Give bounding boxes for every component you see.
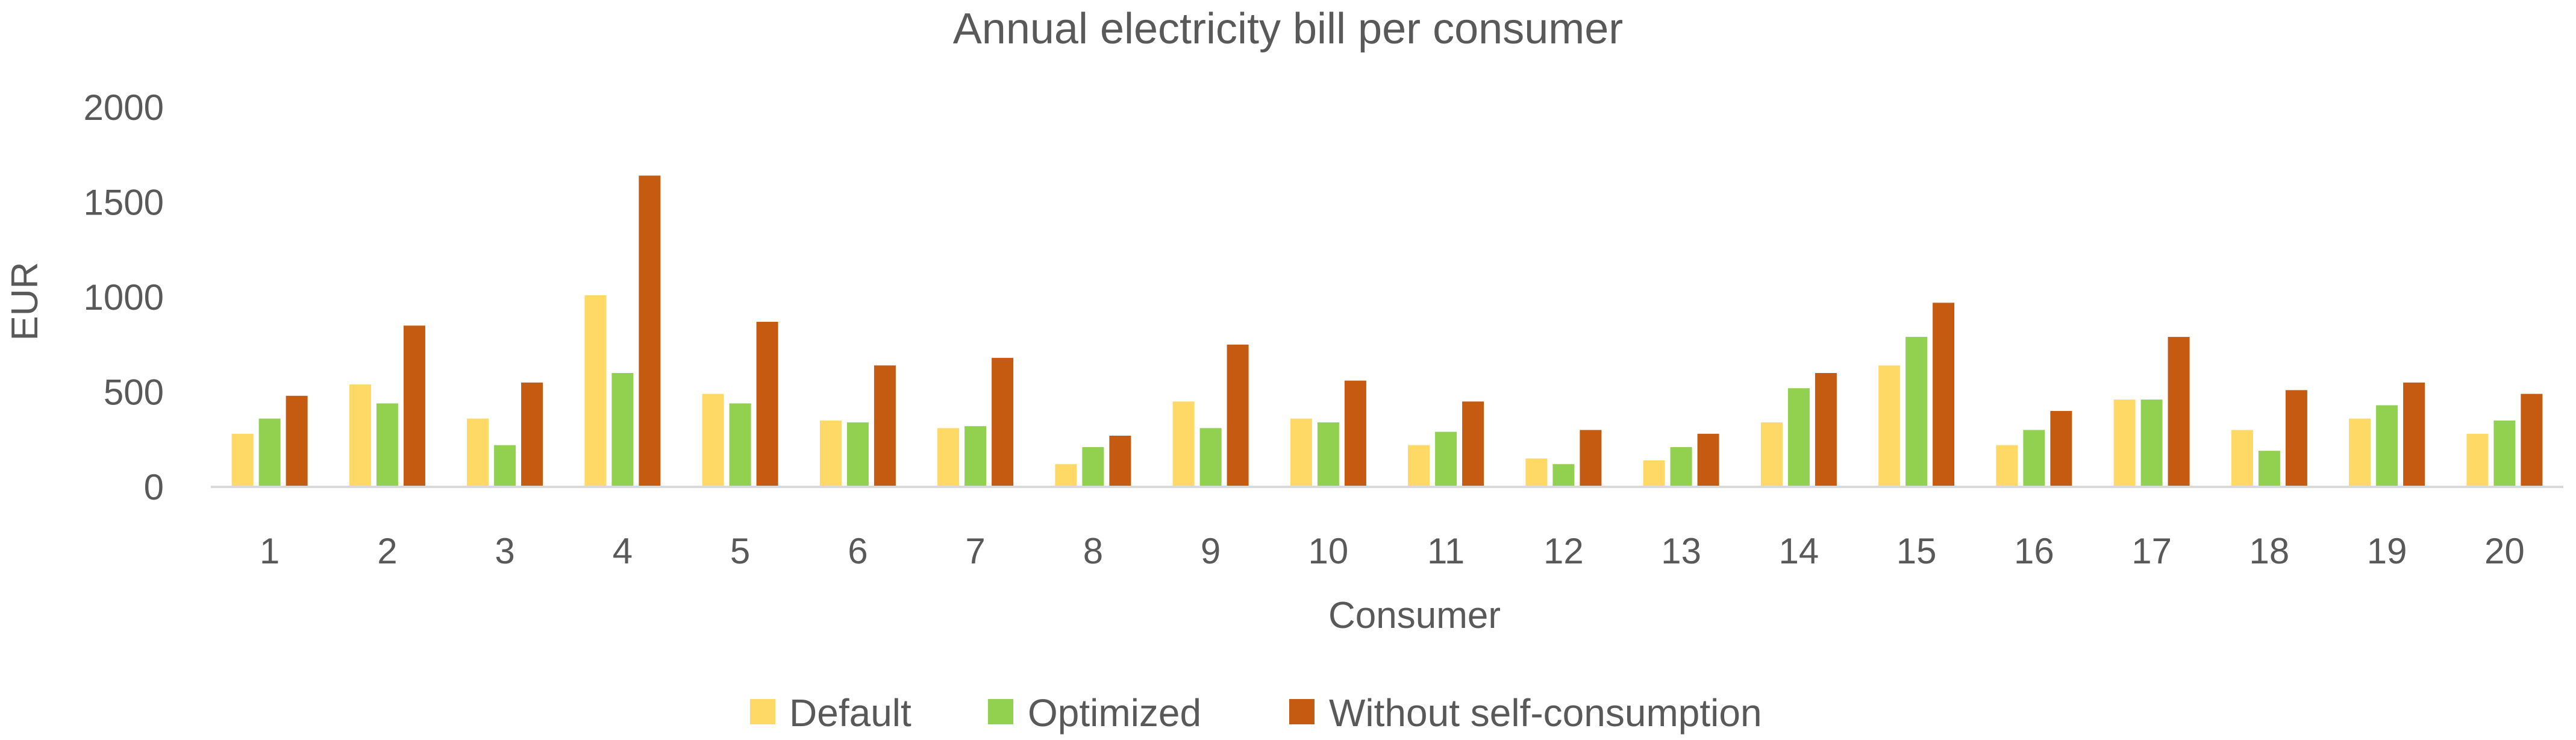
bar-default-5 <box>702 394 724 487</box>
bar-optimized-19 <box>2376 405 2398 487</box>
bar-default-2 <box>349 384 371 487</box>
x-tick-label: 1 <box>260 531 280 571</box>
x-tick-label: 13 <box>1661 531 1701 571</box>
bar-optimized-13 <box>1670 447 1692 487</box>
bar-default-11 <box>1408 445 1430 487</box>
bar-optimized-14 <box>1787 388 1810 487</box>
bar-optimized-18 <box>2258 451 2280 487</box>
bar-optimized-16 <box>2023 430 2045 487</box>
bar-default-19 <box>2349 418 2371 487</box>
x-tick-label: 11 <box>1427 531 1465 571</box>
bar-without-self-consumption-7 <box>992 357 1014 487</box>
x-tick-label: 5 <box>730 531 750 571</box>
x-tick-label: 2 <box>377 531 397 571</box>
y-tick-label: 1000 <box>84 277 164 318</box>
x-tick-label: 7 <box>965 531 985 571</box>
bar-default-7 <box>937 428 960 487</box>
bar-without-self-consumption-3 <box>521 382 543 488</box>
bar-default-8 <box>1055 464 1077 487</box>
x-tick-label: 19 <box>2367 531 2407 571</box>
bar-without-self-consumption-9 <box>1227 344 1249 488</box>
bar-without-self-consumption-14 <box>1815 373 1837 487</box>
x-tick-label: 6 <box>848 531 868 571</box>
bar-without-self-consumption-6 <box>874 365 896 487</box>
bar-without-self-consumption-20 <box>2521 394 2543 487</box>
bar-default-9 <box>1172 401 1195 488</box>
bar-without-self-consumption-17 <box>2168 337 2190 487</box>
bar-without-self-consumption-16 <box>2050 411 2072 487</box>
bar-default-20 <box>2466 433 2489 487</box>
x-axis-ticks: 1 2 3 4 5 6 7 8 9 10 11 12 13 14 15 16 17 18 19 20 <box>260 531 2525 571</box>
bar-optimized-10 <box>1317 422 1339 487</box>
bar-default-3 <box>467 418 489 487</box>
bar-optimized-5 <box>729 403 751 487</box>
bar-optimized-17 <box>2140 400 2163 487</box>
bar-without-self-consumption-10 <box>1344 380 1366 487</box>
x-tick-label: 3 <box>495 531 514 571</box>
y-axis-title: EUR <box>4 262 46 341</box>
bar-without-self-consumption-5 <box>756 322 778 487</box>
x-tick-label: 10 <box>1308 531 1349 571</box>
bar-without-self-consumption-18 <box>2285 390 2307 487</box>
legend-swatch-default <box>750 699 775 724</box>
bar-default-17 <box>2113 400 2136 487</box>
x-tick-label: 18 <box>2249 531 2290 571</box>
x-tick-label: 9 <box>1201 531 1221 571</box>
x-tick-label: 20 <box>2484 531 2525 571</box>
bar-optimized-7 <box>964 426 987 487</box>
bar-without-self-consumption-11 <box>1462 401 1484 488</box>
legend-label: Default <box>789 691 911 735</box>
x-tick-label: 8 <box>1083 531 1103 571</box>
bar-default-1 <box>231 433 254 487</box>
bar-default-14 <box>1760 422 1783 487</box>
bar-default-18 <box>2231 430 2253 487</box>
x-tick-label: 12 <box>1543 531 1584 571</box>
y-tick-label: 500 <box>104 372 164 413</box>
legend-label: Without self-consumption <box>1329 691 1762 735</box>
bar-without-self-consumption-12 <box>1580 430 1602 487</box>
x-tick-label: 16 <box>2014 531 2054 571</box>
bar-optimized-11 <box>1435 431 1457 487</box>
bar-optimized-1 <box>258 418 281 487</box>
bar-default-10 <box>1290 418 1312 487</box>
x-tick-label: 17 <box>2131 531 2172 571</box>
bar-optimized-6 <box>846 422 869 487</box>
bar-optimized-3 <box>494 445 516 487</box>
bars <box>231 175 2543 488</box>
bar-without-self-consumption-8 <box>1109 436 1131 487</box>
bar-without-self-consumption-4 <box>639 175 661 487</box>
bar-without-self-consumption-2 <box>403 325 425 488</box>
legend-swatch-without-self-consumption <box>1289 699 1315 724</box>
bar-without-self-consumption-19 <box>2403 382 2425 488</box>
bar-optimized-9 <box>1199 428 1222 487</box>
legend: Default Optimized Without self-consumption <box>750 691 1762 735</box>
bar-optimized-15 <box>1905 337 1928 487</box>
y-axis-ticks: 0 500 1000 1500 2000 <box>84 87 164 507</box>
bar-without-self-consumption-1 <box>286 395 308 487</box>
bar-optimized-4 <box>611 373 634 487</box>
bar-default-16 <box>1996 445 2018 487</box>
x-tick-label: 14 <box>1779 531 1819 571</box>
bar-default-6 <box>819 420 842 488</box>
bar-default-12 <box>1525 458 1548 488</box>
y-tick-label: 0 <box>144 467 164 507</box>
legend-swatch-optimized <box>988 699 1013 724</box>
x-tick-label: 4 <box>613 531 633 571</box>
x-axis-title: Consumer <box>1328 595 1501 636</box>
bar-optimized-12 <box>1552 464 1575 487</box>
bar-without-self-consumption-15 <box>1933 303 1955 487</box>
bar-default-13 <box>1643 460 1665 487</box>
y-tick-label: 1500 <box>84 183 164 223</box>
bar-default-15 <box>1878 365 1901 487</box>
chart-title: Annual electricity bill per consumer <box>953 5 1623 53</box>
bar-optimized-2 <box>376 403 398 487</box>
bar-without-self-consumption-13 <box>1697 433 1719 487</box>
y-tick-label: 2000 <box>84 87 164 128</box>
bar-optimized-8 <box>1082 447 1104 487</box>
x-tick-label: 15 <box>1896 531 1937 571</box>
bar-default-4 <box>584 295 607 487</box>
legend-label: Optimized <box>1028 691 1201 735</box>
bar-optimized-20 <box>2493 420 2516 488</box>
